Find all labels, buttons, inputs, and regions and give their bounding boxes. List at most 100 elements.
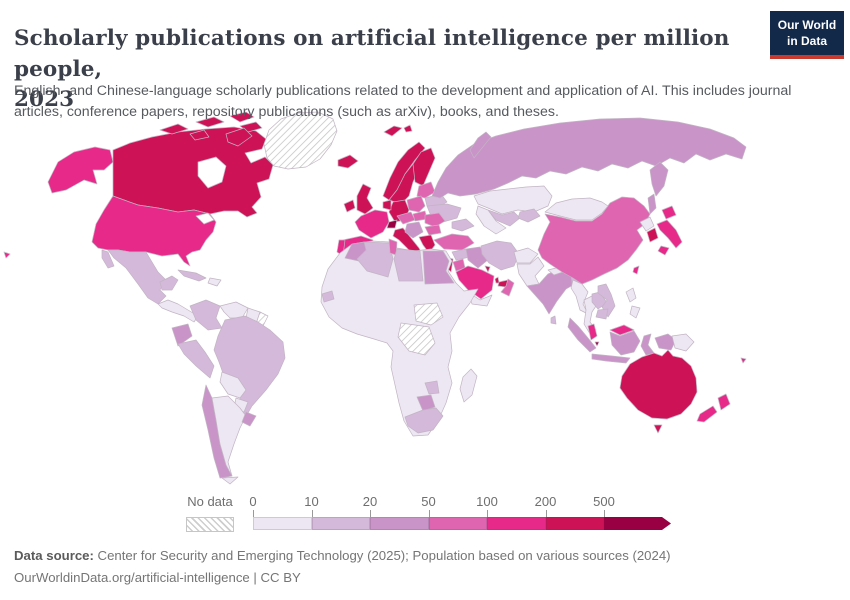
country-fiji[interactable] (740, 357, 747, 364)
country-zimbabwe[interactable] (424, 380, 440, 395)
country-benelux[interactable] (382, 199, 392, 211)
country-kyrgyzstan-tajikistan[interactable] (517, 208, 541, 223)
country-poland[interactable] (406, 195, 426, 213)
country-hispaniola[interactable] (207, 277, 222, 287)
country-russia-novaya-zemlya[interactable] (469, 131, 492, 159)
country-uruguay[interactable] (241, 411, 257, 427)
country-australia[interactable] (619, 349, 698, 420)
legend-bin-5[interactable] (545, 517, 604, 530)
country-indonesia-kalimantan[interactable] (609, 330, 641, 356)
country-qatar[interactable] (494, 276, 500, 284)
country-france[interactable] (354, 209, 390, 239)
country-peru[interactable] (177, 339, 215, 379)
country-new-zealand[interactable] (696, 405, 718, 423)
country-libya[interactable] (393, 248, 424, 282)
country-norway-svalbard[interactable] (383, 125, 403, 137)
country-canada[interactable] (159, 123, 189, 135)
legend-no-data-swatch[interactable] (186, 517, 234, 532)
country-russia[interactable] (431, 117, 747, 199)
country-argentina[interactable] (211, 395, 247, 477)
country-philippines[interactable] (629, 305, 641, 319)
country-mongolia[interactable] (544, 197, 609, 221)
country-papua-new-guinea[interactable] (671, 333, 695, 352)
country-philippines[interactable] (625, 287, 637, 303)
country-madagascar[interactable] (459, 368, 478, 403)
country-baltics[interactable] (416, 181, 436, 199)
legend-bin-4[interactable] (487, 517, 546, 530)
country-united-kingdom[interactable] (356, 183, 374, 215)
country-western-balkans[interactable] (404, 221, 424, 239)
footer-attribution[interactable]: OurWorldinData.org/artificial-intelligen… (14, 570, 301, 586)
country-bolivia[interactable] (219, 371, 247, 399)
country-mexico[interactable] (101, 249, 115, 269)
country-canada[interactable] (195, 116, 225, 128)
legend-bin-1[interactable] (311, 517, 370, 530)
country-canada[interactable] (229, 111, 255, 123)
country-japan[interactable] (657, 245, 670, 256)
owid-logo[interactable]: Our World in Data (770, 11, 844, 60)
country-south-africa[interactable] (404, 407, 444, 434)
country-switzerland[interactable] (386, 219, 398, 229)
country-mexico[interactable] (107, 249, 167, 305)
country-japan[interactable] (661, 205, 677, 220)
country-taiwan[interactable] (632, 265, 640, 275)
country-mexico[interactable] (159, 275, 179, 291)
country-yemen[interactable] (467, 291, 493, 307)
country-united-states-alaska[interactable] (47, 146, 114, 194)
country-cuba[interactable] (177, 269, 207, 282)
country-malaysia[interactable] (587, 323, 598, 341)
legend-bin-3[interactable] (428, 517, 487, 530)
country-new-zealand[interactable] (717, 393, 731, 411)
country-kuwait[interactable] (484, 265, 491, 273)
country-sri-lanka[interactable] (550, 315, 557, 325)
legend-bin-2[interactable] (370, 517, 429, 530)
country-pakistan[interactable] (516, 256, 545, 287)
country-colombia[interactable] (189, 299, 223, 331)
country-turkey[interactable] (433, 233, 475, 251)
country-greenland[interactable] (263, 111, 338, 170)
country-cambodia[interactable] (595, 308, 609, 320)
country-united-states-hawaii[interactable] (3, 251, 11, 259)
country-senegal[interactable] (321, 290, 335, 303)
country-north-korea[interactable] (639, 216, 655, 232)
country-russia-sakhalin[interactable] (647, 193, 657, 215)
legend-bin-0[interactable] (253, 517, 312, 530)
country-caucasus[interactable] (451, 218, 475, 232)
country-oman[interactable] (500, 278, 515, 297)
country-ecuador[interactable] (171, 323, 193, 347)
country-indonesia-sumatra[interactable] (567, 317, 597, 353)
country-argentina[interactable] (221, 476, 239, 485)
country-russia-kamchatka[interactable] (649, 161, 669, 197)
country-canada[interactable] (112, 126, 274, 218)
country-malaysia-borneo[interactable] (609, 324, 635, 336)
country-egypt[interactable] (422, 250, 455, 285)
country-iran[interactable] (480, 240, 520, 271)
country-finland[interactable] (412, 147, 436, 187)
country-india[interactable] (526, 269, 576, 315)
country-venezuela[interactable] (219, 301, 249, 319)
country-vietnam[interactable] (597, 283, 616, 318)
country-indonesia-java[interactable] (591, 353, 631, 364)
country-botswana[interactable] (416, 394, 436, 412)
country-saudi-arabia[interactable] (455, 265, 495, 300)
country-norway-svalbard[interactable] (403, 124, 413, 133)
country-iceland[interactable] (337, 154, 359, 169)
country-south-sudan[interactable] (413, 302, 444, 326)
country-democratic-republic-of-congo[interactable] (397, 322, 436, 356)
country-turkmenistan[interactable] (475, 205, 507, 235)
country-singapore[interactable] (594, 341, 600, 347)
country-canada[interactable] (225, 127, 253, 147)
country-indonesia-papua[interactable] (654, 333, 677, 351)
country-south-korea[interactable] (646, 227, 659, 243)
country-ireland[interactable] (343, 199, 356, 213)
country-japan[interactable] (656, 219, 683, 249)
country-australia-tasmania[interactable] (653, 424, 663, 434)
country-bulgaria[interactable] (424, 224, 442, 236)
country-indonesia-sulawesi[interactable] (640, 333, 655, 356)
country-afghanistan[interactable] (513, 247, 539, 264)
legend-bin-6[interactable] (604, 517, 671, 530)
legend-no-data[interactable]: No data (186, 494, 234, 532)
country-romania[interactable] (424, 212, 446, 228)
country-canada[interactable] (189, 129, 210, 141)
country-kazakhstan[interactable] (473, 185, 553, 215)
